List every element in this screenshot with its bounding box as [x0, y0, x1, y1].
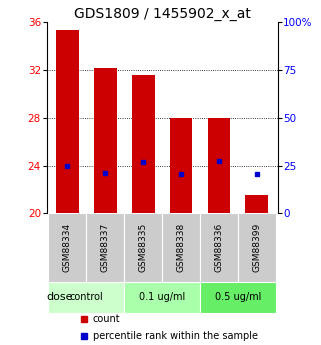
Bar	[86, 213, 124, 282]
Text: 0.5 ug/ml: 0.5 ug/ml	[215, 293, 261, 303]
Text: GSM88399: GSM88399	[252, 223, 261, 272]
Bar	[48, 213, 86, 282]
Bar	[162, 213, 200, 282]
Polygon shape	[63, 288, 71, 307]
Text: GSM88335: GSM88335	[139, 223, 148, 272]
Bar	[208, 118, 230, 213]
Bar	[132, 75, 154, 213]
Text: 0.1 ug/ml: 0.1 ug/ml	[139, 293, 185, 303]
Bar	[48, 282, 124, 313]
Bar	[238, 213, 276, 282]
Text: GSM88334: GSM88334	[63, 223, 72, 272]
Bar	[200, 282, 276, 313]
Bar	[124, 213, 162, 282]
Title: GDS1809 / 1455902_x_at: GDS1809 / 1455902_x_at	[74, 7, 251, 21]
Bar	[246, 195, 268, 213]
Bar	[170, 118, 192, 213]
Text: count: count	[93, 314, 120, 324]
Bar	[56, 30, 79, 213]
Text: dose: dose	[47, 293, 73, 303]
Bar	[94, 68, 117, 213]
Text: GSM88338: GSM88338	[177, 223, 186, 272]
Text: GSM88336: GSM88336	[214, 223, 223, 272]
Bar	[124, 282, 200, 313]
Text: GSM88337: GSM88337	[101, 223, 110, 272]
Text: control: control	[69, 293, 103, 303]
Bar	[200, 213, 238, 282]
Text: percentile rank within the sample: percentile rank within the sample	[93, 331, 258, 341]
